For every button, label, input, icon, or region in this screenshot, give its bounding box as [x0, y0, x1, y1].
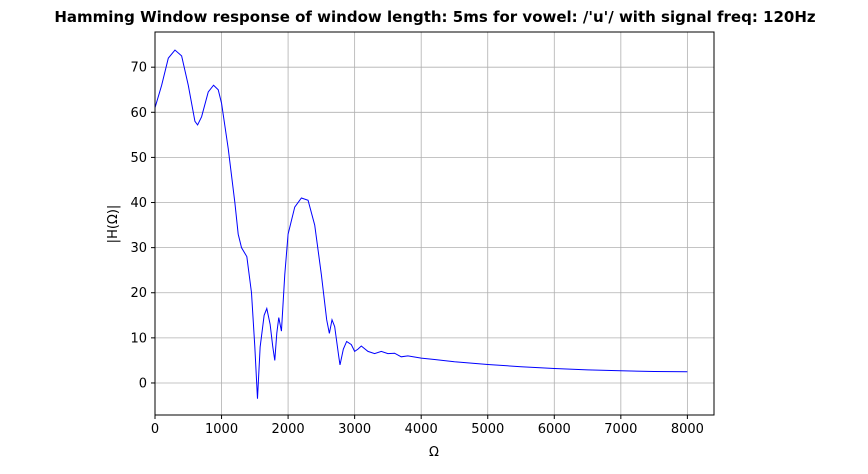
- y-tick-label: 0: [139, 376, 147, 391]
- x-axis-label: Ω: [429, 445, 439, 460]
- y-axis-label: |H(Ω)|: [106, 205, 121, 244]
- x-tick-label: 2000: [272, 422, 305, 437]
- y-tick-label: 40: [130, 196, 147, 211]
- plot-frame: [154, 31, 715, 416]
- y-tick-label: 20: [130, 286, 147, 301]
- x-tick-label: 7000: [604, 422, 637, 437]
- x-tick-label: 6000: [538, 422, 571, 437]
- y-tick-label: 50: [130, 151, 147, 166]
- y-tick-label: 30: [130, 241, 147, 256]
- x-tick-label: 1000: [205, 422, 238, 437]
- line-series: [154, 49, 688, 399]
- chart-title: Hamming Window response of window length…: [54, 8, 816, 26]
- y-tick-label: 70: [130, 61, 147, 76]
- y-tick-label: 60: [130, 106, 147, 121]
- x-tick-label: 4000: [405, 422, 438, 437]
- x-tick-label: 5000: [471, 422, 504, 437]
- y-tick-label: 10: [130, 331, 147, 346]
- x-tick-label: 0: [151, 422, 159, 437]
- x-tick-label: 8000: [671, 422, 704, 437]
- x-tick-label: 3000: [338, 422, 371, 437]
